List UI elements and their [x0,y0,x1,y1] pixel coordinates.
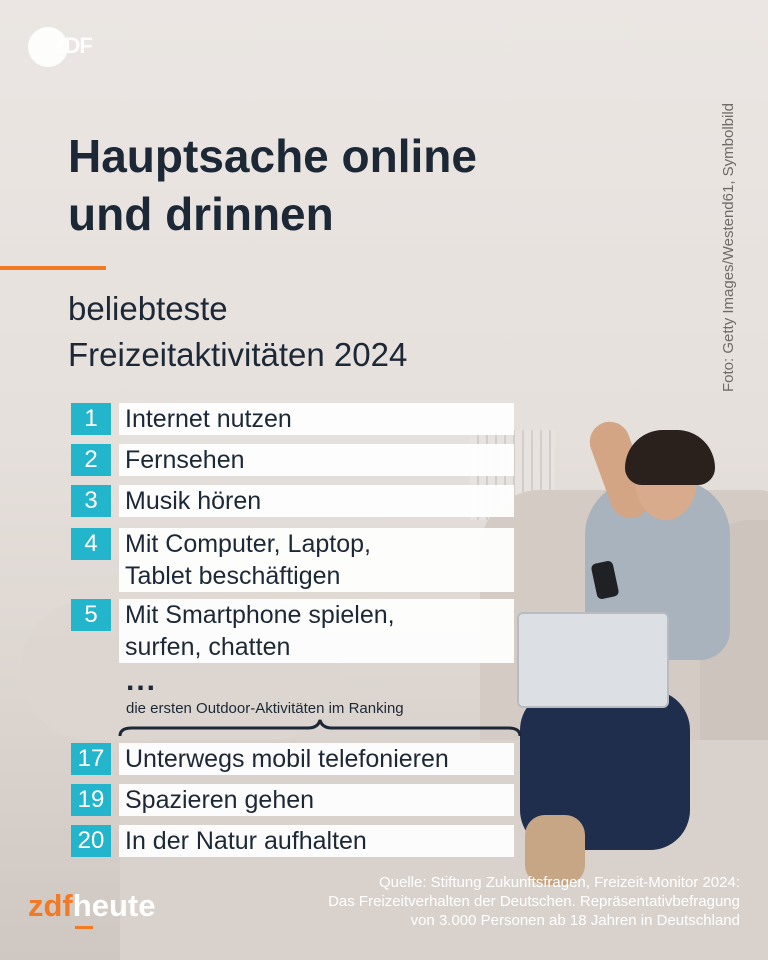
rank-number: 3 [71,485,111,517]
headline: Hauptsache online und drinnen [68,127,628,243]
ranking-ellipsis: ... [126,664,158,697]
rank-label: Mit Smartphone spielen, surfen, chatten [119,599,514,663]
ranking-item: 1 Internet nutzen [71,403,514,435]
ranking-item: 20 In der Natur aufhalten [71,825,514,857]
zdfheute-logo-prefix: zdf [28,888,73,923]
zdf-logo: ZDF [28,27,93,67]
rank-number: 20 [71,825,111,857]
headline-line-1: Hauptsache online [68,130,477,182]
source-line-3: von 3.000 Personen ab 18 Jahren in Deuts… [410,912,740,929]
accent-divider [0,266,106,270]
photo-credit: Foto: Getty Images/Westend61, Symbolbild [720,102,737,392]
rank-number: 4 [71,528,111,560]
zdf-logo-text: ZDF [52,33,93,58]
ranking-item: 2 Fernsehen [71,444,514,476]
rank-label: Internet nutzen [119,403,514,435]
rank-number: 17 [71,743,111,775]
subtitle-line-1: beliebteste [68,290,228,327]
laptop [517,612,669,708]
curly-brace-icon [118,719,522,737]
subtitle: beliebteste Freizeitaktivitäten 2024 [68,286,628,378]
rank-label: Musik hören [119,485,514,517]
source-note: Quelle: Stiftung Zukunftsfragen, Freizei… [220,873,740,930]
ranking-item: 3 Musik hören [71,485,514,517]
rank-label: Spazieren gehen [119,784,514,816]
ranking-item: 4 Mit Computer, Laptop, Tablet beschäfti… [71,528,514,592]
zdf-logo-circle-icon [28,27,68,67]
ranking-item: 19 Spazieren gehen [71,784,514,816]
ranking-item: 17 Unterwegs mobil telefonieren [71,743,514,775]
rank-number: 2 [71,444,111,476]
rank-label: Fernsehen [119,444,514,476]
person-shoe [525,815,585,885]
zdfheute-logo: zdfheute [28,888,155,924]
source-line-1: Quelle: Stiftung Zukunftsfragen, Freizei… [378,874,740,891]
subtitle-line-2: Freizeitaktivitäten 2024 [68,336,408,373]
ranking-item: 5 Mit Smartphone spielen, surfen, chatte… [71,599,514,663]
zdfheute-logo-suffix: heute [72,888,156,923]
rank-number: 5 [71,599,111,631]
rank-number: 1 [71,403,111,435]
person-hair [625,430,715,485]
source-line-2: Das Freizeitverhalten der Deutschen. Rep… [328,893,740,910]
rank-label: Unterwegs mobil telefonieren [119,743,514,775]
rank-number: 19 [71,784,111,816]
rank-label: In der Natur aufhalten [119,825,514,857]
rank-label: Mit Computer, Laptop, Tablet beschäftige… [119,528,514,592]
outdoor-note: die ersten Outdoor-Aktivitäten im Rankin… [126,700,404,717]
headline-line-2: und drinnen [68,188,334,240]
